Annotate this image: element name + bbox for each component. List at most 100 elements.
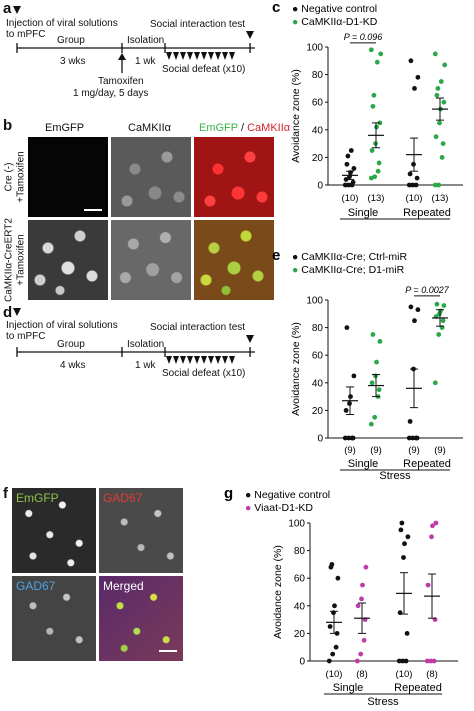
data-point-g-s1-g1 bbox=[424, 658, 430, 664]
category-label-g-0: Single bbox=[333, 682, 364, 694]
data-point-e-s0-g1 bbox=[412, 318, 417, 324]
y-axis-label-c: Avoidance zone (%) bbox=[290, 69, 302, 163]
panel-label-c: c bbox=[272, 0, 280, 16]
y-tick-label-g-80: 80 bbox=[294, 546, 306, 557]
y-tick-label-e-100: 100 bbox=[306, 296, 323, 307]
start-marker-a bbox=[13, 6, 21, 14]
scale-bar-f bbox=[159, 650, 177, 652]
data-point-g-s1-g0 bbox=[360, 582, 365, 588]
row-label-creert2: CaMKIIα-CreERT2 +Tamoxifen bbox=[2, 218, 28, 302]
legend-marker-e-1: ● bbox=[292, 264, 301, 276]
chart-g: g ● Negative control● Viaat-D1-KD 0 20 40 60 8… bbox=[224, 485, 458, 708]
data-point-e-s0-g1 bbox=[408, 304, 414, 310]
data-point-c-s1-g1 bbox=[435, 86, 441, 91]
micrograph-cre-neg-camkii bbox=[111, 137, 191, 217]
panel-label-e: e bbox=[272, 247, 280, 264]
defeat-label-a: Social defeat (x10) bbox=[162, 64, 246, 75]
quad-label-merged: Merged bbox=[103, 579, 144, 593]
row-label-cre-neg-line2: +Tamoxifen bbox=[15, 151, 26, 203]
data-point-c-s0-g1 bbox=[410, 182, 416, 188]
chart-c: c ● Negative control● CaMKIIα-D1-KD 0 20 40 6… bbox=[272, 0, 463, 220]
y-tick-label-g-0: 0 bbox=[299, 657, 305, 668]
data-point-e-s1-g0 bbox=[370, 332, 376, 337]
data-point-g-s1-g0 bbox=[361, 637, 367, 643]
data-point-c-s1-g1 bbox=[438, 79, 444, 84]
data-point-g-s0-g1 bbox=[396, 658, 402, 664]
category-label-e-0: Single bbox=[348, 458, 379, 470]
legend-marker-g-1: ● bbox=[245, 502, 254, 514]
data-point-e-s1-g1 bbox=[436, 332, 442, 337]
count-label-c-s0-g1: (10) bbox=[406, 193, 423, 204]
data-point-g-s1-g1 bbox=[431, 658, 437, 664]
data-point-g-s0-g1 bbox=[402, 541, 407, 547]
legend-label-g-0: Negative control bbox=[254, 489, 330, 501]
data-point-c-s1-g0 bbox=[370, 103, 376, 109]
data-point-c-s1-g1 bbox=[437, 120, 442, 126]
data-point-e-s1-g1 bbox=[440, 318, 446, 324]
y-tick-label-e-0: 0 bbox=[317, 434, 323, 445]
y-axis-label-g: Avoidance zone (%) bbox=[272, 545, 284, 639]
legend-label-c-0: Negative control bbox=[301, 3, 377, 15]
data-point-g-s1-g1 bbox=[428, 658, 434, 664]
quad-label-gad67-blue: GAD67 bbox=[16, 579, 56, 593]
data-point-c-s1-g0 bbox=[378, 51, 384, 57]
data-point-c-s0-g0 bbox=[344, 161, 350, 167]
data-point-e-s0-g1 bbox=[407, 419, 413, 424]
count-label-c-s1-g0: (13) bbox=[368, 193, 385, 204]
data-point-g-s0-g0 bbox=[333, 644, 339, 650]
legend-item-c-1: ● CaMKIIα-D1-KD bbox=[292, 16, 378, 28]
y-tick-label-g-20: 20 bbox=[294, 629, 306, 640]
chart-e: e ● CaMKIIα-Cre; Ctrl-miR● CaMKIIα-Cre; D… bbox=[272, 247, 463, 480]
p-value-label-e: P = 0.0027 bbox=[405, 285, 449, 295]
micrograph-f-gad67: GAD67 bbox=[99, 488, 183, 573]
legend-item-g-0: ● Negative control bbox=[245, 489, 330, 501]
data-point-g-s1-g0 bbox=[354, 658, 360, 664]
panel-label-a: a bbox=[3, 0, 12, 17]
quad-label-emgfp: EmGFP bbox=[16, 491, 59, 505]
y-tick-label-g-100: 100 bbox=[288, 519, 305, 530]
panel-label-d: d bbox=[3, 304, 13, 321]
data-point-g-s1-g1 bbox=[425, 582, 431, 588]
data-point-c-s0-g1 bbox=[406, 182, 412, 188]
y-tick-label-c-80: 80 bbox=[312, 70, 324, 81]
data-point-c-s0-g0 bbox=[346, 182, 352, 188]
injection-text-line2: to mPFC bbox=[6, 29, 46, 40]
tamoxifen-dose: 1 mg/day, 5 days bbox=[73, 88, 149, 99]
data-point-g-s1-g1 bbox=[433, 520, 439, 526]
isolation-label-d: Isolation bbox=[127, 339, 165, 350]
y-tick-label-e-40: 40 bbox=[312, 378, 324, 389]
legend-item-e-1: ● CaMKIIα-Cre; D1-miR bbox=[292, 264, 405, 276]
data-point-c-s0-g1 bbox=[408, 58, 414, 64]
y-tick-label-c-100: 100 bbox=[306, 43, 323, 54]
data-point-c-s1-g0 bbox=[374, 59, 380, 65]
data-point-e-s0-g0 bbox=[344, 325, 350, 330]
legend-label-e-0: CaMKIIα-Cre; Ctrl-miR bbox=[301, 251, 407, 263]
category-label-c-0: Single bbox=[348, 207, 379, 219]
micrograph-f-emgfp: EmGFP bbox=[12, 488, 96, 573]
data-point-e-s0-g0 bbox=[351, 373, 357, 379]
data-point-c-s1-g1 bbox=[440, 141, 446, 147]
y-tick-label-c-40: 40 bbox=[312, 125, 324, 136]
data-point-c-s0-g1 bbox=[407, 171, 413, 177]
data-point-g-s1-g0 bbox=[359, 596, 364, 602]
legend-marker-e-0: ● bbox=[292, 251, 301, 263]
data-point-g-s1-g0 bbox=[358, 651, 364, 657]
y-tick-label-e-80: 80 bbox=[312, 323, 324, 334]
legend-marker-g-0: ● bbox=[245, 489, 254, 501]
data-point-e-s1-g0 bbox=[372, 414, 378, 420]
count-label-e-s0-g0: (9) bbox=[344, 445, 356, 456]
micrograph-creert2-emgfp bbox=[28, 220, 108, 300]
micrograph-cre-neg-merge bbox=[194, 137, 274, 217]
data-point-c-s0-g0 bbox=[351, 166, 357, 171]
data-point-g-s0-g1 bbox=[403, 658, 409, 664]
panel-label-f: f bbox=[3, 485, 8, 502]
data-point-e-s0-g1 bbox=[415, 307, 421, 313]
data-point-c-s0-g0 bbox=[350, 179, 356, 185]
row-label-cre-neg-line1: Cre (-) bbox=[3, 162, 15, 192]
count-label-g-s1-g1: (8) bbox=[426, 669, 438, 680]
data-point-c-s1-g1 bbox=[432, 51, 438, 57]
legend-item-c-0: ● Negative control bbox=[292, 3, 377, 15]
y-tick-label-g-60: 60 bbox=[294, 574, 306, 585]
count-label-g-s0-g1: (10) bbox=[396, 669, 413, 680]
y-tick-label-c-60: 60 bbox=[312, 98, 324, 109]
